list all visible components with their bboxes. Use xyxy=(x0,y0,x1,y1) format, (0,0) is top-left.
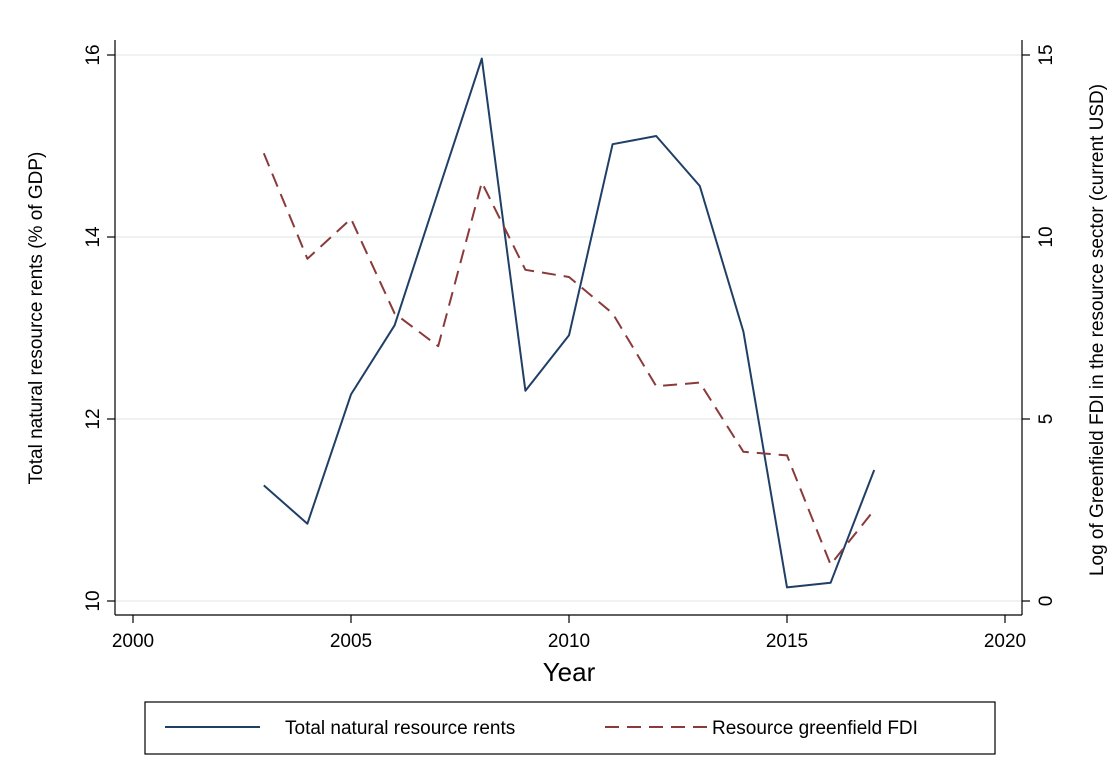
y2-tick-label: 10 xyxy=(1036,226,1057,247)
legend-label-resource-greenfield-fdi: Resource greenfield FDI xyxy=(712,718,918,739)
x-axis-title: Year xyxy=(543,657,596,687)
series xyxy=(262,57,876,589)
y-tick-label: 16 xyxy=(83,44,104,65)
y2-axis-title: Log of Greenfield FDI in the resource se… xyxy=(1087,84,1108,576)
y2-tick-label: 5 xyxy=(1036,414,1057,425)
y-axis-title: Total natural resource rents (% of GDP) xyxy=(26,152,47,485)
gridlines xyxy=(115,54,1022,602)
legend-box xyxy=(144,701,996,755)
y-tick-label: 10 xyxy=(83,590,104,611)
y-tick-label: 12 xyxy=(83,408,104,429)
series-line-total-natural-resource-rents xyxy=(263,57,876,589)
y2-tick-label: 15 xyxy=(1036,44,1057,65)
x-tick-label: 2015 xyxy=(766,631,808,652)
y2-tick-label: 0 xyxy=(1036,596,1057,607)
x-tick-label: 2000 xyxy=(112,631,154,652)
legend-label-total-natural-resource-rents: Total natural resource rents xyxy=(285,718,515,739)
x-tick-label: 2010 xyxy=(548,631,590,652)
legend: Total natural resource rents Resource gr… xyxy=(144,701,996,755)
series-line-resource-greenfield-fdi xyxy=(262,152,875,566)
x-tick-label: 2020 xyxy=(984,631,1026,652)
y-tick-label: 14 xyxy=(83,226,104,248)
x-tick-label: 2005 xyxy=(330,631,372,652)
ticks: 10 12 14 16 0 5 10 15 2000 2005 2010 2015 2020 xyxy=(83,44,1057,652)
